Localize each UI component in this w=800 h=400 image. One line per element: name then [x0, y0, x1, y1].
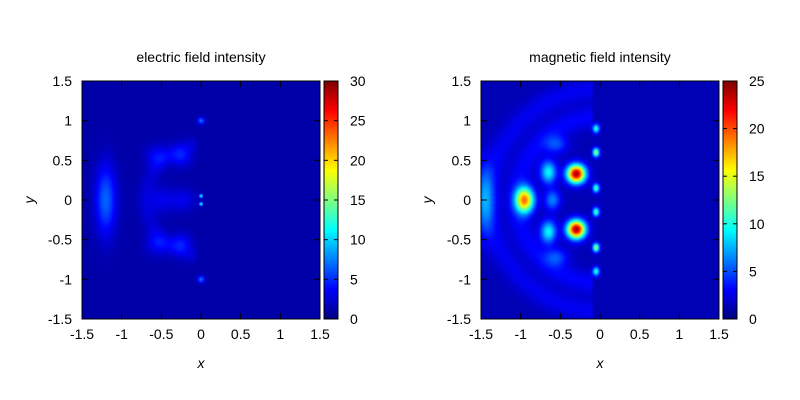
colorbar-tick-label: 25 — [749, 73, 765, 89]
y-tick-label: -0.5 — [48, 232, 72, 248]
x-tick-label: 1.5 — [709, 326, 729, 342]
colorbar-magnetic — [723, 81, 737, 319]
x-tick-label: 0 — [197, 326, 205, 342]
x-tick-label: 0.5 — [231, 326, 251, 342]
y-tick-label: 1 — [64, 113, 72, 129]
colorbar-tick-label: 30 — [350, 73, 366, 89]
y-tick-label: -1.5 — [48, 311, 72, 327]
heatmap-electric — [82, 81, 320, 319]
x-tick-label: -1.5 — [469, 326, 493, 342]
y-tick-label: 0.5 — [53, 152, 73, 168]
x-tick-label: -1.5 — [70, 326, 94, 342]
colorbar-tick-label: 0 — [350, 311, 358, 327]
y-tick-label: 1.5 — [452, 73, 472, 89]
x-tick-label: 1 — [675, 326, 683, 342]
x-tick-label: -1 — [514, 326, 527, 342]
colorbar-tick-label: 5 — [749, 263, 757, 279]
x-tick-label: -0.5 — [149, 326, 173, 342]
chart-title-electric: electric field intensity — [136, 49, 265, 65]
x-tick-label: 0 — [596, 326, 604, 342]
y-tick-label: -1.5 — [447, 311, 471, 327]
colorbar-ticks-magnetic: 0 5 10 15 20 25 — [723, 73, 765, 327]
x-axis-label-magnetic: x — [596, 355, 605, 371]
axis-ticks-magnetic: -1.5 -1 -0.5 0 0.5 1 1.5 -1.5 -1 -0.5 0 0.5 1 1.5 — [447, 73, 729, 342]
y-tick-label: 1.5 — [53, 73, 73, 89]
colorbar-tick-label: 15 — [749, 168, 765, 184]
x-tick-label: -1 — [115, 326, 128, 342]
y-tick-label: -1 — [459, 271, 472, 287]
y-tick-label: 0 — [64, 192, 72, 208]
x-tick-label: 1 — [276, 326, 284, 342]
y-axis-label-magnetic: y — [419, 196, 435, 205]
heatmap-magnetic — [481, 81, 719, 319]
colorbar-tick-label: 10 — [749, 216, 765, 232]
colorbar-tick-label: 25 — [350, 113, 366, 129]
x-tick-label: 1.5 — [310, 326, 330, 342]
panel-magnetic: magnetic field intensity -1.5 -1 -0.5 0 0.5 1… — [419, 49, 765, 371]
colorbar-tick-label: 15 — [350, 192, 366, 208]
colorbar-electric — [324, 81, 338, 319]
y-axis-label-electric: y — [21, 196, 37, 205]
y-tick-label: 0 — [463, 192, 471, 208]
chart-title-magnetic: magnetic field intensity — [529, 49, 671, 65]
x-tick-label: -0.5 — [548, 326, 572, 342]
y-tick-label: -0.5 — [447, 232, 471, 248]
axis-ticks-electric: -1.5 -1 -0.5 0 0.5 1 1.5 -1.5 -1 -0.5 0 0.5 1 1.5 — [48, 73, 330, 342]
x-axis-label-electric: x — [197, 355, 206, 371]
colorbar-tick-label: 5 — [350, 271, 358, 287]
y-tick-label: -1 — [60, 271, 73, 287]
y-tick-label: 0.5 — [452, 152, 472, 168]
colorbar-ticks-electric: 0 5 10 15 20 25 30 — [324, 73, 366, 327]
colorbar-tick-label: 20 — [749, 121, 765, 137]
y-tick-label: 1 — [463, 113, 471, 129]
colorbar-frame-magnetic — [722, 80, 738, 320]
colorbar-tick-label: 10 — [350, 232, 366, 248]
panel-electric: electric field intensity -1.5 -1 -0.5 0 0.5 1… — [21, 49, 366, 371]
colorbar-tick-label: 20 — [350, 152, 366, 168]
x-tick-label: 0.5 — [630, 326, 650, 342]
colorbar-tick-label: 0 — [749, 311, 757, 327]
